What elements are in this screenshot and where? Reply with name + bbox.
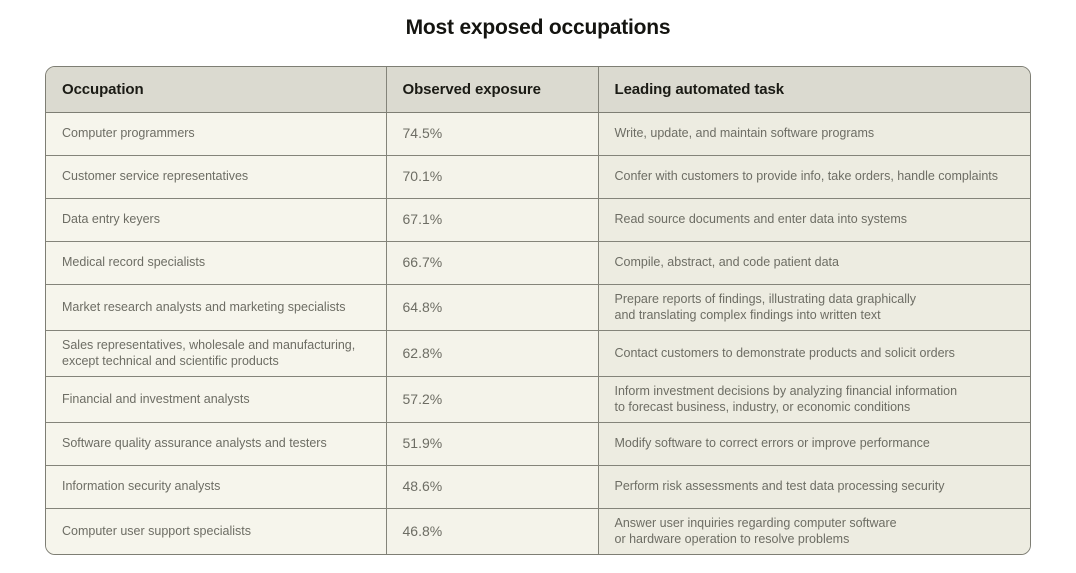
table-row: Software quality assurance analysts and … bbox=[46, 421, 1030, 465]
exposure-cell: 66.7% bbox=[385, 240, 598, 284]
task-cell: Inform investment decisions by analyzing… bbox=[597, 375, 1030, 422]
page-title: Most exposed occupations bbox=[405, 16, 671, 39]
task-cell: Perform risk assessments and test data p… bbox=[597, 464, 1030, 508]
table-row: Market research analysts and marketing s… bbox=[46, 283, 1030, 330]
exposure-cell: 62.8% bbox=[385, 329, 598, 376]
exposure-cell: 48.6% bbox=[385, 464, 598, 508]
occupations-table-container: Occupation Observed exposure Leading aut… bbox=[45, 66, 1031, 555]
exposure-cell: 67.1% bbox=[385, 197, 598, 241]
column-header-leading-automated-task: Leading automated task bbox=[597, 67, 1030, 113]
column-header-occupation: Occupation bbox=[46, 67, 386, 113]
task-cell: Compile, abstract, and code patient data bbox=[597, 240, 1030, 284]
task-cell: Read source documents and enter data int… bbox=[597, 197, 1030, 241]
occupation-cell: Sales representatives, wholesale and man… bbox=[46, 329, 386, 376]
table-row: Sales representatives, wholesale and man… bbox=[46, 329, 1030, 376]
occupation-cell: Information security analysts bbox=[46, 464, 386, 508]
exposure-cell: 64.8% bbox=[385, 283, 598, 330]
task-cell: Confer with customers to provide info, t… bbox=[597, 154, 1030, 198]
occupation-cell: Computer programmers bbox=[46, 112, 386, 155]
task-cell: Contact customers to demonstrate product… bbox=[597, 329, 1030, 376]
task-cell: Prepare reports of findings, illustratin… bbox=[597, 283, 1030, 330]
task-cell: Answer user inquiries regarding computer… bbox=[597, 507, 1030, 554]
table-row: Financial and investment analysts 57.2% … bbox=[46, 375, 1030, 422]
occupations-table: Occupation Observed exposure Leading aut… bbox=[46, 67, 1030, 554]
occupation-cell: Customer service representatives bbox=[46, 154, 386, 198]
table-row: Medical record specialists 66.7% Compile… bbox=[46, 240, 1030, 284]
occupation-cell: Market research analysts and marketing s… bbox=[46, 283, 386, 330]
task-cell: Modify software to correct errors or imp… bbox=[597, 421, 1030, 465]
exposure-cell: 74.5% bbox=[385, 112, 598, 155]
task-cell: Write, update, and maintain software pro… bbox=[597, 112, 1030, 155]
table-row: Computer programmers 74.5% Write, update… bbox=[46, 112, 1030, 155]
occupation-cell: Financial and investment analysts bbox=[46, 375, 386, 422]
exposure-cell: 51.9% bbox=[385, 421, 598, 465]
exposure-cell: 57.2% bbox=[385, 375, 598, 422]
column-header-observed-exposure: Observed exposure bbox=[385, 67, 598, 113]
table-body: Computer programmers 74.5% Write, update… bbox=[46, 112, 1030, 554]
table-header-row: Occupation Observed exposure Leading aut… bbox=[46, 67, 1030, 113]
table-row: Data entry keyers 67.1% Read source docu… bbox=[46, 197, 1030, 241]
occupation-cell: Data entry keyers bbox=[46, 197, 386, 241]
exposure-cell: 70.1% bbox=[385, 154, 598, 198]
occupation-cell: Medical record specialists bbox=[46, 240, 386, 284]
table-row: Customer service representatives 70.1% C… bbox=[46, 154, 1030, 198]
table-row: Computer user support specialists 46.8% … bbox=[46, 507, 1030, 554]
occupation-cell: Computer user support specialists bbox=[46, 507, 386, 554]
occupation-cell: Software quality assurance analysts and … bbox=[46, 421, 386, 465]
table-row: Information security analysts 48.6% Perf… bbox=[46, 464, 1030, 508]
exposure-cell: 46.8% bbox=[385, 507, 598, 554]
